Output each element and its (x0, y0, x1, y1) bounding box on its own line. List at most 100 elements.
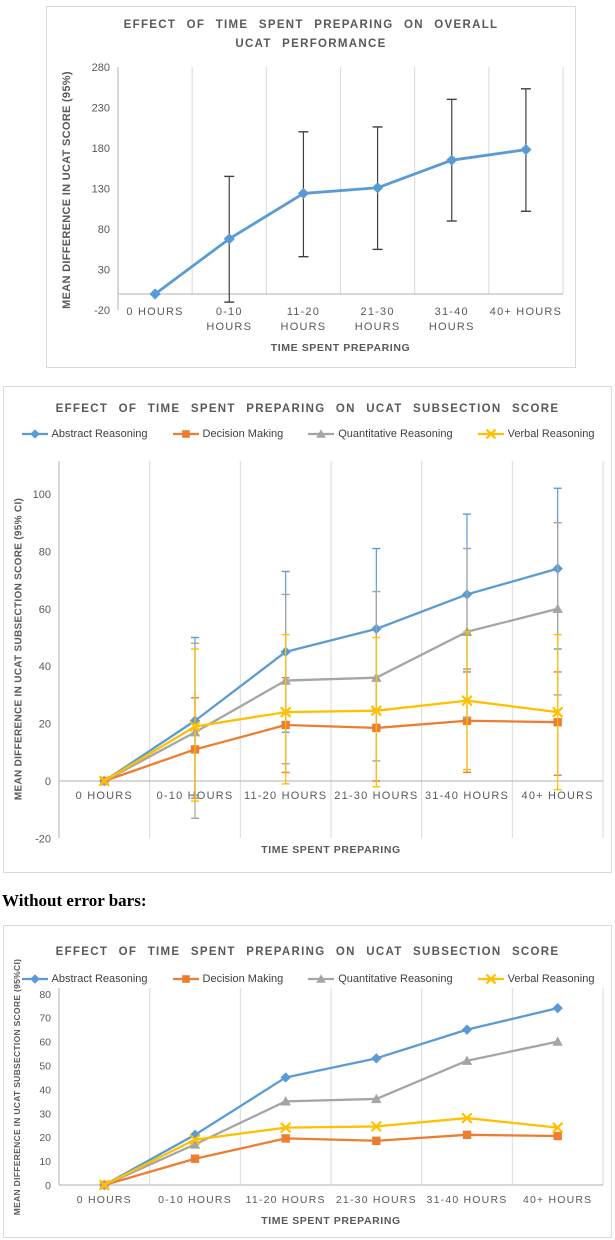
svg-text:0 HOURS: 0 HOURS (77, 1194, 132, 1206)
svg-text:11-20: 11-20 (287, 306, 320, 318)
axis-lines (58, 461, 603, 838)
svg-text:HOURS: HOURS (281, 321, 327, 333)
series-line (154, 148, 527, 296)
svg-text:HOURS: HOURS (355, 321, 401, 333)
legend-label: Verbal Reasoning (507, 973, 595, 985)
legend-item-verbal-reasoning: Verbal Reasoning (477, 973, 595, 985)
error-bars (224, 88, 531, 303)
chart-title-line-2: UCAT PERFORMANCE (235, 37, 387, 50)
chart-title: EFFECT OF TIME SPENT PREPARING ON OVERAL… (47, 16, 575, 54)
series-line (103, 699, 558, 782)
series-markers (149, 144, 532, 300)
legend-label: Abstract Reasoning (51, 428, 148, 440)
series-line (103, 607, 558, 783)
series-overall-ucat-score (149, 88, 532, 303)
series-verbal-reasoning (99, 1112, 563, 1191)
series-line (103, 1040, 558, 1187)
axis-lines (117, 67, 563, 310)
overall-chart-plot-area: -20 30 80 130 180 230 280 0 HOURS 0-10 HOURS 11-20… (92, 62, 564, 333)
svg-text:60: 60 (39, 1037, 51, 1049)
svg-text:50: 50 (39, 1061, 51, 1073)
svg-text:31-40 HOURS: 31-40 HOURS (427, 1194, 508, 1206)
series-markers (99, 695, 563, 787)
svg-text:HOURS: HOURS (429, 321, 475, 333)
svg-text:80: 80 (98, 224, 110, 236)
svg-text:21-30 HOURS: 21-30 HOURS (336, 1194, 417, 1206)
svg-text:0 HOURS: 0 HOURS (126, 306, 183, 318)
svg-text:31-40 HOURS: 31-40 HOURS (425, 790, 509, 802)
chart-title: EFFECT OF TIME SPENT PREPARING ON UCAT S… (55, 946, 560, 958)
square-legend-marker-icon (172, 430, 199, 438)
series-line (103, 1116, 558, 1187)
series-line (103, 719, 558, 783)
x-legend-marker-icon (477, 974, 504, 984)
svg-text:40+ HOURS: 40+ HOURS (490, 306, 562, 318)
diamond-legend-marker-icon (21, 974, 48, 984)
legend-label: Verbal Reasoning (507, 428, 595, 440)
legend-item-decision-making: Decision Making (172, 428, 284, 440)
legend-label: Decision Making (202, 428, 284, 440)
svg-text:20: 20 (39, 719, 51, 731)
triangle-legend-marker-icon (308, 974, 335, 983)
without-error-bars-note: Without error bars: (2, 891, 147, 910)
svg-text:-20: -20 (35, 833, 51, 845)
svg-text:130: 130 (92, 184, 110, 196)
legend-item-verbal-reasoning: Verbal Reasoning (477, 428, 595, 440)
chart-title: EFFECT OF TIME SPENT PREPARING ON UCAT S… (55, 403, 560, 415)
svg-text:0: 0 (45, 776, 51, 788)
svg-text:180: 180 (92, 143, 110, 155)
chart-legend: Abstract Reasoning Decision Making Quantit… (4, 428, 611, 440)
legend-item-abstract-reasoning: Abstract Reasoning (21, 973, 148, 985)
svg-text:0-10 HOURS: 0-10 HOURS (158, 1194, 232, 1206)
svg-text:10: 10 (39, 1156, 51, 1168)
svg-text:30: 30 (98, 265, 110, 277)
svg-text:40+ HOURS: 40+ HOURS (522, 790, 594, 802)
svg-text:280: 280 (92, 62, 110, 74)
axis-lines (58, 988, 603, 1186)
y-axis-tick-labels: 0 10 20 30 40 50 60 70 80 (39, 989, 51, 1192)
legend-item-quantitative-reasoning: Quantitative Reasoning (307, 428, 453, 440)
x-axis-title: TIME SPENT PREPARING (261, 1215, 401, 1227)
chart-title-line-1: EFFECT OF TIME SPENT PREPARING ON OVERAL… (123, 19, 499, 31)
svg-text:40+ HOURS: 40+ HOURS (523, 1194, 592, 1206)
svg-text:HOURS: HOURS (206, 321, 252, 333)
svg-text:0 HOURS: 0 HOURS (76, 790, 133, 802)
square-legend-marker-icon (172, 975, 199, 983)
series-verbal-reasoning (99, 631, 563, 802)
svg-text:31-40: 31-40 (435, 306, 469, 318)
error-bars (191, 631, 562, 802)
svg-text:40: 40 (39, 1084, 51, 1096)
series-markers (99, 1112, 563, 1191)
gridlines (149, 988, 604, 1185)
legend-item-abstract-reasoning: Abstract Reasoning (21, 428, 148, 440)
svg-text:-20: -20 (94, 305, 110, 317)
svg-text:100: 100 (33, 489, 51, 501)
gridlines (191, 67, 564, 294)
gridlines (149, 461, 604, 838)
chart-legend: Abstract Reasoning Decision Making Quantit… (4, 973, 611, 985)
svg-text:11-20 HOURS: 11-20 HOURS (246, 1194, 326, 1206)
triangle-legend-marker-icon (308, 429, 335, 438)
svg-text:40: 40 (39, 661, 51, 673)
diamond-legend-marker-icon (21, 429, 48, 439)
series-line (103, 1007, 558, 1187)
svg-text:30: 30 (39, 1108, 51, 1120)
y-axis-tick-labels: -20 0 20 40 60 80 100 (33, 489, 51, 845)
svg-text:11-20 HOURS: 11-20 HOURS (244, 790, 327, 802)
y-axis-tick-labels: -20 30 80 130 180 230 280 (92, 62, 110, 317)
svg-text:21-30: 21-30 (361, 306, 395, 318)
svg-text:80: 80 (39, 989, 51, 1001)
svg-text:60: 60 (39, 604, 51, 616)
series-line (103, 567, 558, 782)
svg-text:230: 230 (92, 102, 110, 114)
series-line (104, 1133, 558, 1187)
svg-text:70: 70 (39, 1013, 51, 1025)
svg-text:0-10: 0-10 (216, 306, 243, 318)
legend-label: Quantitative Reasoning (338, 428, 453, 440)
x-legend-marker-icon (477, 429, 504, 439)
legend-item-quantitative-reasoning: Quantitative Reasoning (307, 973, 453, 985)
legend-item-decision-making: Decision Making (172, 973, 283, 985)
x-axis-title: TIME SPENT PREPARING (270, 342, 411, 354)
